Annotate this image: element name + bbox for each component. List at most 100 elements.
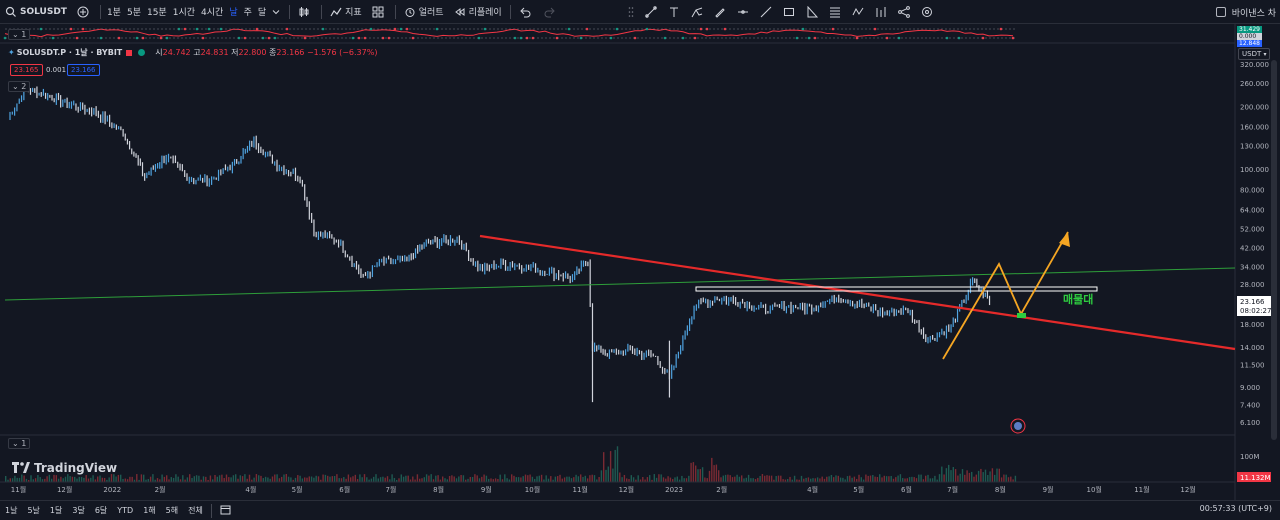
volume-bar [377,478,379,482]
volume-bar [941,466,943,482]
measure-tool[interactable] [917,0,940,24]
volume-bar [828,476,830,482]
price-chart[interactable]: 320.000 260.000 200.000 160.000 130.000 100.0… [0,24,1280,500]
interval-1w[interactable]: 주 [241,0,255,24]
volume-bar [172,477,175,482]
volume-bar [99,475,101,482]
interval-15m[interactable]: 15분 [144,0,170,24]
volume-bar [777,475,780,482]
volume-bar [297,475,299,482]
interval-1d[interactable]: 날 [226,0,240,24]
chart-type-button[interactable] [293,0,318,24]
interval-1m[interactable]: 1분 [104,0,124,24]
range-5y[interactable]: 5해 [161,505,183,516]
pattern-tool[interactable] [848,0,871,24]
volume-bar [428,475,430,482]
layouts-button[interactable] [367,0,392,24]
volume-bar [961,469,964,482]
symbol-search[interactable]: SOLUSDT [0,0,72,24]
alert-button[interactable]: 얼러트 [399,0,449,24]
volume-bar [179,479,182,482]
volume-bar [586,478,589,482]
flag-event-icon[interactable] [1010,418,1026,434]
interval-5m[interactable]: 5분 [124,0,144,24]
volume-bar [221,474,223,482]
interval-1M[interactable]: 달 [255,0,269,24]
range-1m[interactable]: 1달 [45,505,67,516]
volume-bar [329,476,331,482]
text-tool[interactable] [664,0,687,24]
interval-dropdown[interactable] [269,0,286,24]
price-scrollbar[interactable] [1271,60,1277,440]
volume-bar [743,478,745,482]
buy-price-box[interactable]: 23.166 [67,64,100,76]
fib-tool[interactable] [802,0,825,24]
volume-bar [672,479,674,482]
ray-tool[interactable] [756,0,779,24]
volume-bar [143,474,145,482]
interval-label: 1분 [106,8,121,18]
volume-bar [177,476,179,482]
range-6m[interactable]: 6달 [90,505,112,516]
range-3m[interactable]: 3달 [67,505,89,516]
trendline-tool[interactable] [641,0,664,24]
volume-bar [235,474,237,482]
horizontal-line-tool[interactable] [733,0,756,24]
replay-button[interactable]: 리플레이 [449,0,507,24]
goto-date-button[interactable] [215,504,236,517]
interval-4h[interactable]: 4시간 [198,0,226,24]
interval-label: 5분 [126,8,141,18]
volume-bar [262,478,264,482]
pane-toggle-indicator[interactable]: ⌄ 1 [8,29,31,40]
volume-bar [278,478,281,482]
search-icon [5,6,16,17]
volume-bar [218,475,221,482]
volume-bar [1005,474,1007,482]
pitchfork-tool[interactable] [687,0,710,24]
volume-bar [308,476,310,482]
range-5d[interactable]: 5날 [22,505,44,516]
range-label: 5해 [165,506,179,515]
compare-button[interactable] [72,0,97,24]
volume-bar [977,470,980,482]
volume-bar [584,475,586,482]
range-ytd[interactable]: YTD [112,506,138,515]
volume-bar [729,475,731,482]
volume-bar [619,472,621,482]
volume-bar [513,475,515,482]
sell-price-box[interactable]: 23.165 [10,64,43,76]
volume-bar [667,476,669,482]
pane-toggle-main[interactable]: ⌄ 2 [8,81,31,92]
clock-timezone[interactable]: 00:57:33 (UTC+9) [1199,504,1272,513]
undo-button[interactable] [514,0,539,24]
fib-retracement-tool[interactable] [825,0,848,24]
volume-bar [490,478,492,482]
volume-bar [439,479,442,482]
indicators-button[interactable]: 지표 [325,0,367,24]
pane-toggle-volume[interactable]: ⌄ 1 [8,438,31,449]
shapes-tool[interactable] [894,0,917,24]
volume-bar [925,475,927,482]
checkbox[interactable] [1215,7,1226,17]
currency-select[interactable]: USDT ▾ [1238,48,1271,60]
range-1y[interactable]: 1해 [138,505,160,516]
volume-bar [973,476,975,482]
range-1d[interactable]: 1날 [0,505,22,516]
volume-bar [274,474,276,482]
volume-bar [499,474,501,482]
brush-tool[interactable] [710,0,733,24]
redo-button[interactable] [539,0,564,24]
rectangle-tool[interactable] [779,0,802,24]
compare-toggle[interactable]: 바이낸스 차 [1215,0,1280,24]
interval-1h[interactable]: 1시간 [170,0,198,24]
volume-bar [968,472,971,482]
volume-bar [78,476,80,482]
prediction-tool[interactable] [871,0,894,24]
x-tick-label: 2월 [155,485,166,494]
divider [321,4,323,19]
volume-bar [920,474,922,482]
volume-bar [110,474,113,482]
volume-bar [39,477,41,482]
range-all[interactable]: 전체 [183,505,208,516]
drag-handle[interactable] [624,0,641,24]
